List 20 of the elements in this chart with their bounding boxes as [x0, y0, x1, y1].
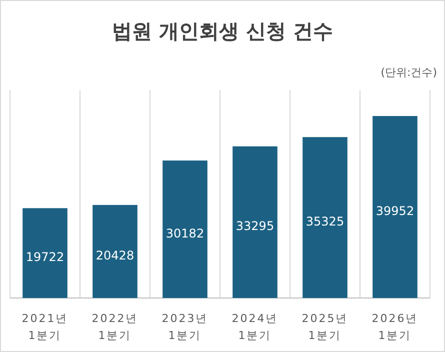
data-label: 19722: [26, 250, 64, 264]
x-tick-label: 2025년 1분기: [302, 312, 348, 342]
text: (단위:건수): [380, 66, 437, 79]
data-label: 30182: [166, 226, 204, 240]
chart-title: 법원 개인회생 신청 건수: [112, 19, 333, 43]
x-tick-label: 2024년 1분기: [232, 312, 278, 342]
x-tick-label: 2023년 1분기: [162, 312, 208, 342]
data-label: 39952: [376, 204, 414, 218]
x-tick-label: 2021년 1분기: [22, 312, 68, 342]
x-tick-label: 2022년 1분기: [92, 312, 138, 342]
data-label: 20428: [96, 248, 134, 262]
bar: [232, 146, 278, 298]
bar: [92, 204, 138, 298]
bar: [372, 116, 418, 298]
data-label: 33295: [236, 219, 274, 234]
bar: [162, 160, 208, 298]
bar: [302, 137, 348, 298]
data-label: 35325: [306, 214, 344, 229]
x-tick-label: 2026년 1분기: [372, 312, 418, 342]
bar: [22, 208, 68, 298]
